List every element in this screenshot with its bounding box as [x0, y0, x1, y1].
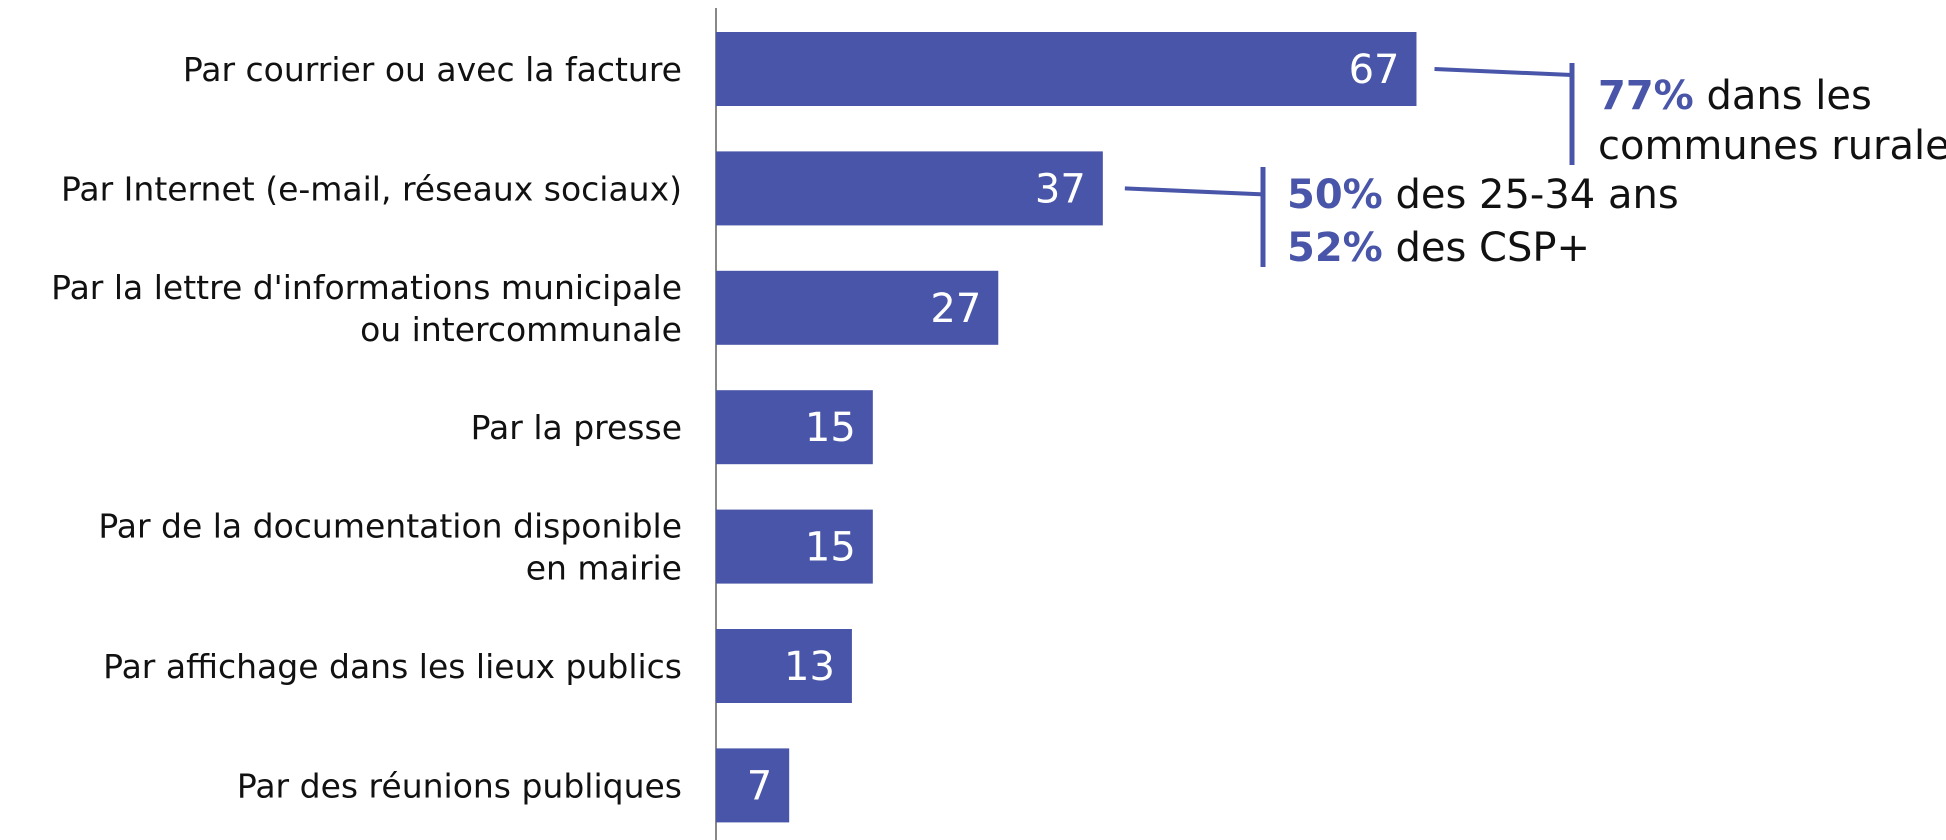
category-label: ou intercommunale [360, 310, 682, 349]
bar [716, 151, 1103, 226]
annotation-line: 77% dans les [1598, 73, 1872, 119]
data-label: 37 [1035, 166, 1086, 212]
category-labels: Par courrier ou avec la facture Par Inter… [51, 50, 682, 805]
annotation-line: 52% des CSP+ [1287, 225, 1590, 271]
annotation-text: des CSP+ [1383, 225, 1590, 271]
category-label: Par la presse [471, 408, 682, 447]
bar [716, 390, 873, 465]
category-label: en mairie [526, 549, 682, 588]
annotation-connector [1434, 67, 1573, 77]
bar [716, 748, 790, 823]
category-label: Par courrier ou avec la facture [183, 50, 682, 89]
annotation-percent: 50% [1287, 172, 1383, 218]
category-label: Par Internet (e-mail, réseaux sociaux) [61, 169, 682, 208]
category-label: Par affichage dans les lieux publics [103, 647, 682, 686]
annotation-percent: 77% [1598, 73, 1694, 119]
annotation-percent: 52% [1287, 225, 1383, 271]
annotation-text: communes rurales [1598, 123, 1946, 169]
category-label: Par la lettre d'informations municipale [51, 268, 682, 307]
category-label: Par des réunions publiques [237, 766, 682, 805]
data-label: 15 [805, 525, 856, 571]
bar [716, 629, 852, 703]
bar [716, 32, 1417, 106]
annotation-text: des 25-34 ans [1383, 172, 1679, 218]
annotation-line: communes rurales [1598, 123, 1946, 169]
data-label: 13 [784, 644, 835, 690]
value-labels: 67 37 27 15 15 13 7 [747, 47, 1400, 809]
data-label: 7 [747, 763, 772, 809]
annotation-connector [1124, 186, 1264, 197]
data-label: 27 [930, 286, 981, 332]
bars-group [716, 32, 1417, 823]
bar [716, 270, 999, 345]
data-label: 67 [1349, 47, 1400, 93]
annotation-text: dans les [1694, 73, 1872, 119]
annotation-line: 50% des 25-34 ans [1287, 172, 1679, 218]
bar [716, 509, 873, 584]
data-label: 15 [805, 405, 856, 451]
category-label: Par de la documentation disponible [98, 507, 682, 546]
